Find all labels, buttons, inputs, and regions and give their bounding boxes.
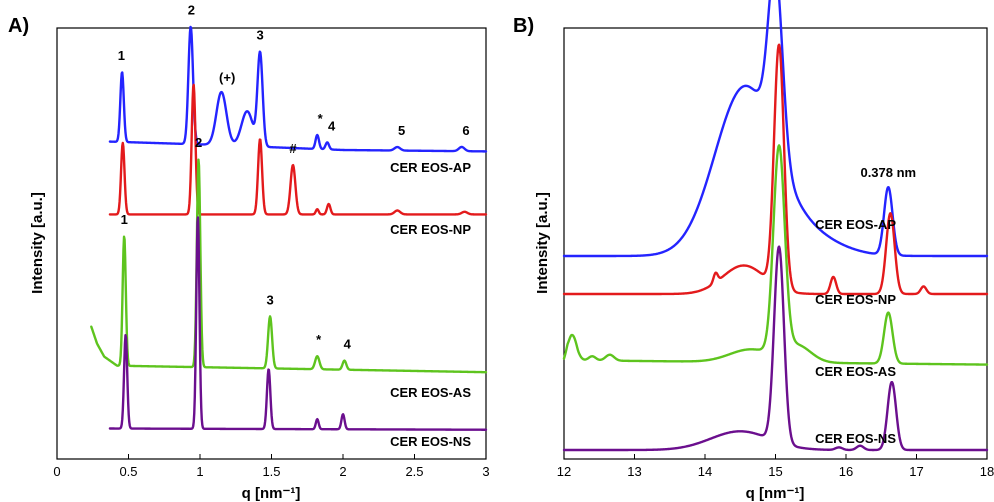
x-tick-label: 2.5	[405, 464, 423, 479]
peak-annotation: 3	[266, 292, 273, 307]
peak-annotation: 0.378 nm	[860, 165, 916, 180]
trace-cer-eos-ns	[108, 216, 488, 431]
x-tick-label: 16	[839, 464, 853, 479]
x-tick-label: 12	[557, 464, 571, 479]
panel-a-y-axis-title: Intensity [a.u.]	[29, 192, 46, 294]
panel-a-x-ticks: 0 0.5 1 1.5 2 2.5 3	[53, 454, 490, 479]
panel-b-x-axis-title: q [nm⁻¹]	[746, 485, 805, 502]
peak-annotation: 1	[121, 212, 128, 227]
trace-cer-eos-ap	[108, 25, 488, 153]
trace-label: CER EOS-NS	[815, 431, 896, 446]
peak-annotation: 2	[188, 3, 195, 18]
x-tick-label: 13	[627, 464, 641, 479]
panel-b-traces	[562, 0, 989, 452]
trace-cer-eos-np	[108, 83, 488, 216]
peak-annotation: 6	[462, 123, 469, 138]
peak-annotation: *	[318, 111, 324, 126]
peak-annotation: 4	[328, 118, 336, 133]
x-tick-label: 0.5	[119, 464, 137, 479]
x-tick-label: 18	[980, 464, 994, 479]
trace-label: CER EOS-NP	[815, 292, 896, 307]
trace-cer-eos-np	[562, 43, 989, 296]
panel-b-y-axis-title: Intensity [a.u.]	[534, 192, 551, 294]
trace-label: CER EOS-NP	[390, 222, 471, 237]
x-tick-label: 15	[768, 464, 782, 479]
x-tick-label: 14	[698, 464, 712, 479]
x-tick-label: 0	[53, 464, 60, 479]
panel-a-annotations: 1 2 (+) 3 * 4 5 6 #1 2 3 * 4	[118, 3, 470, 352]
trace-label: CER EOS-AS	[815, 364, 896, 379]
peak-annotation: 3	[256, 28, 263, 43]
trace-cer-eos-ap	[562, 0, 989, 258]
x-tick-label: 3	[482, 464, 489, 479]
x-tick-label: 2	[339, 464, 346, 479]
x-tick-label: 1	[196, 464, 203, 479]
trace-label: CER EOS-AS	[390, 385, 471, 400]
panel-a-traces	[90, 25, 488, 431]
peak-annotation: #	[289, 141, 297, 156]
trace-cer-eos-as	[90, 158, 488, 374]
peak-annotation: 5	[398, 123, 405, 138]
peak-annotation: 2	[195, 135, 202, 150]
panel-b-annotations: 0.417 nm0.378 nm	[860, 165, 916, 180]
panel-b-trace-labels: CER EOS-AP CER EOS-NP CER EOS-AS CER EOS-NS	[815, 217, 896, 446]
peak-annotation: (+)	[219, 70, 235, 85]
trace-label: CER EOS-NS	[390, 434, 471, 449]
panel-a-letter: A)	[8, 15, 29, 37]
trace-label: CER EOS-AP	[390, 160, 471, 175]
trace-label: CER EOS-AP	[815, 217, 896, 232]
x-tick-label: 17	[909, 464, 923, 479]
peak-annotation: *	[316, 332, 322, 347]
panel-b-x-ticks: 12 13 14 15 16 17 18	[557, 454, 994, 479]
peak-annotation: 4	[344, 337, 352, 352]
panel-a-trace-labels: CER EOS-AP CER EOS-NP CER EOS-AS CER EOS-NS	[390, 160, 471, 449]
trace-cer-eos-as	[562, 144, 989, 366]
panel-a-x-axis-title: q [nm⁻¹]	[242, 485, 301, 502]
panel-b-letter: B)	[513, 15, 534, 37]
peak-annotation: 1	[118, 48, 125, 63]
x-tick-label: 1.5	[262, 464, 280, 479]
trace-cer-eos-ns	[562, 245, 989, 452]
